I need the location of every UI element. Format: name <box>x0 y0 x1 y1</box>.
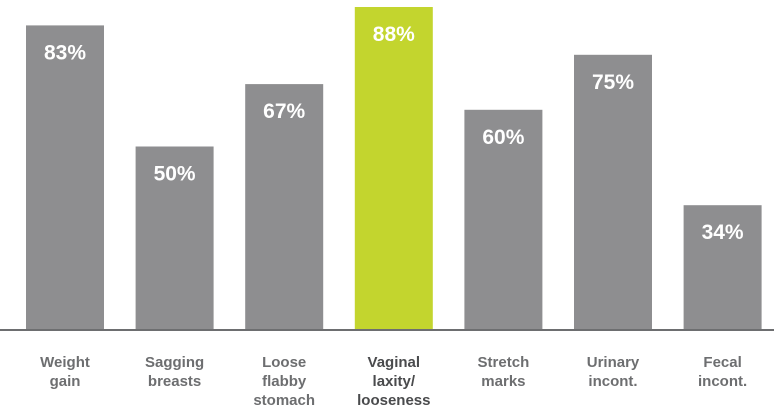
category-label-line: Fecal <box>703 354 741 371</box>
category-label-line: gain <box>50 373 81 390</box>
category-label-line: breasts <box>148 373 201 390</box>
bar-0 <box>26 25 104 331</box>
category-label-line: incont. <box>698 373 747 390</box>
bar-6 <box>683 205 762 330</box>
bar-value-label-0: 83% <box>44 41 86 64</box>
bar-4 <box>464 109 543 330</box>
category-label-0: Weight gain <box>40 354 90 390</box>
bar-3 <box>354 7 433 330</box>
category-label-2: Loose flabby stomach <box>253 354 315 409</box>
bar-value-label-5: 75% <box>592 71 634 94</box>
category-labels: Weight gain Sagging breasts Loose flabby stoma… <box>40 354 747 409</box>
bar-5 <box>574 54 652 331</box>
category-label-line: Stretch <box>478 354 530 371</box>
category-label-line: Loose <box>262 354 306 371</box>
bars-layer: 83% 50% 67% 88% 60% 75% 34% <box>26 7 762 331</box>
category-label-1: Sagging breasts <box>145 354 204 390</box>
bar-value-label-3: 88% <box>373 23 415 46</box>
bar-value-label-2: 67% <box>263 100 305 123</box>
category-label-line: incont. <box>588 373 637 390</box>
bar-value-label-4: 60% <box>482 126 524 149</box>
category-label-line: Urinary <box>587 354 640 371</box>
category-label-line: laxity/ <box>373 373 416 390</box>
category-label-line: stomach <box>253 392 315 409</box>
bar-value-label-1: 50% <box>154 163 196 186</box>
category-label-line: Vaginal <box>368 354 421 371</box>
bar-2 <box>245 84 324 330</box>
bar-value-label-6: 34% <box>702 221 744 244</box>
category-label-6: Fecal incont. <box>698 354 747 390</box>
category-label-line: flabby <box>262 373 307 390</box>
bar-1 <box>135 146 214 330</box>
category-label-line: Sagging <box>145 354 204 371</box>
category-label-line: Weight <box>40 354 90 371</box>
category-label-line: looseness <box>357 392 430 409</box>
category-label-line: marks <box>481 373 525 390</box>
category-label-3: Vaginal laxity/looseness <box>357 354 430 409</box>
category-label-4: Stretch marks <box>478 354 530 390</box>
category-label-5: Urinary incont. <box>587 354 640 390</box>
